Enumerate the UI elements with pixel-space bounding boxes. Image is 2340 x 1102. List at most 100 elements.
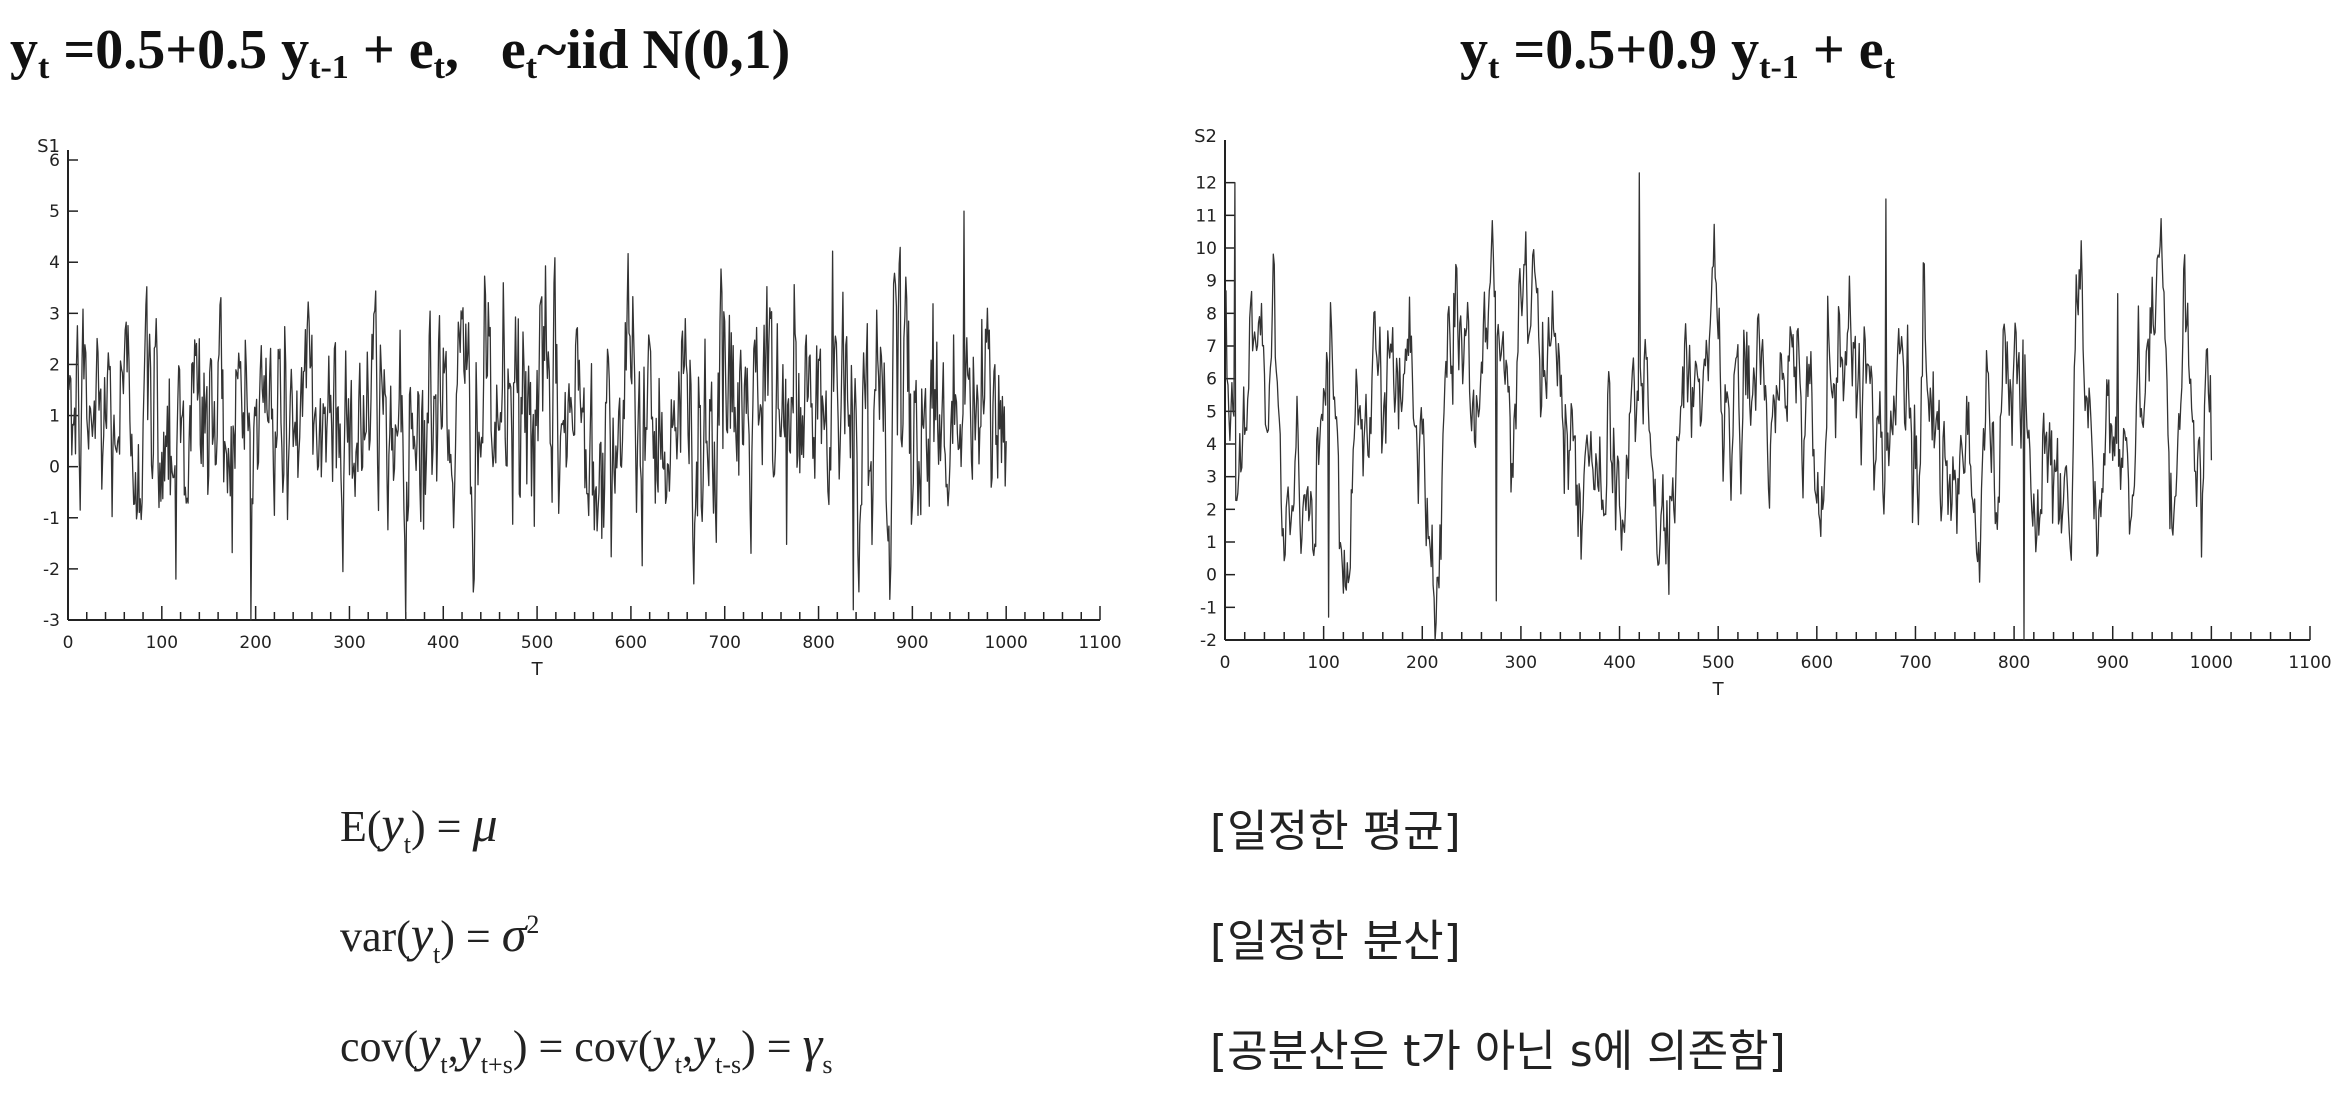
right-y-tick-label: -1 — [1200, 598, 1217, 618]
title-left-err2-sub: t — [525, 49, 538, 86]
title-right-coef: =0.5+0.9 y — [1499, 19, 1760, 81]
equation-mean: E(yt) = μ — [340, 795, 498, 860]
left-series-line — [68, 210, 1007, 621]
title-right-err-sub: t — [1883, 49, 1895, 86]
eq-cov-gamma: γ — [802, 1016, 823, 1072]
left-y-tick-label: 5 — [49, 202, 60, 222]
eq-var-sigma: σ — [501, 906, 527, 962]
right-x-tick-label: 300 — [1505, 653, 1537, 673]
right-chart-title: yt =0.5+0.9 yt-1 + et — [1460, 18, 1895, 87]
equation-covariance: cov(yt,yt+s) = cov(yt,yt-s) = γs — [340, 1015, 832, 1080]
right-series-line — [1225, 172, 2213, 641]
left-y-axis-label: S1 — [37, 136, 60, 157]
title-left-err2: , e — [444, 19, 526, 81]
title-left-dist: ~iid N(0,1) — [537, 19, 791, 81]
left-x-tick-label: 600 — [615, 633, 647, 653]
left-chart-title: yt =0.5+0.5 yt-1 + et, et~iid N(0,1) — [10, 18, 790, 87]
eq-var-eq: ) = — [440, 912, 502, 961]
eq-cov-gamma-sub: s — [822, 1050, 833, 1079]
left-x-tick-label: 1100 — [1078, 633, 1121, 653]
left-x-tick-label: 400 — [427, 633, 459, 653]
left-x-tick-label: 200 — [239, 633, 271, 653]
note-constant-mean: [일정한 평균] — [1210, 806, 1461, 857]
left-y-tick-label: -2 — [43, 560, 60, 580]
right-y-axis-label: S2 — [1194, 126, 1217, 147]
left-y-tick-label: 0 — [49, 458, 60, 478]
eq-cov-comma2: , — [681, 1022, 693, 1071]
left-y-tick-label: 4 — [49, 253, 60, 273]
right-x-tick-label: 700 — [1899, 653, 1931, 673]
right-x-tick-label: 900 — [2097, 653, 2129, 673]
right-x-tick-label: 1000 — [2190, 653, 2233, 673]
left-x-tick-label: 0 — [63, 633, 74, 653]
right-x-tick-label: 400 — [1603, 653, 1635, 673]
eq-mean-eq: ) = — [410, 802, 473, 851]
right-y-tick-label: 10 — [1195, 239, 1217, 259]
right-x-tick-label: 1100 — [2288, 653, 2331, 673]
right-y-tick-label: 11 — [1195, 206, 1217, 226]
right-y-tick-label: 0 — [1206, 566, 1217, 586]
title-right-y-sub: t — [1488, 49, 1500, 86]
right-x-tick-label: 100 — [1307, 653, 1339, 673]
right-y-tick-label: -2 — [1200, 631, 1217, 651]
eq-var-fn: var( — [340, 912, 411, 961]
eq-mean-var: y — [381, 796, 404, 852]
right-x-tick-label: 500 — [1702, 653, 1734, 673]
eq-cov-var4: y — [692, 1016, 716, 1072]
left-y-tick-label: 2 — [49, 355, 60, 375]
right-x-axis-label: T — [1712, 679, 1725, 700]
left-x-axis-label: T — [531, 659, 544, 680]
eq-mean-sub: t — [403, 830, 411, 859]
title-left-y-sub: t — [38, 49, 50, 86]
title-left-err-sub: t — [433, 49, 445, 86]
right-y-tick-label: 7 — [1206, 337, 1217, 357]
right-y-tick-label: 8 — [1206, 304, 1217, 324]
eq-var-var: y — [410, 906, 434, 962]
title-right-y: y — [1460, 19, 1488, 81]
left-y-tick-label: 3 — [49, 304, 60, 324]
eq-mean-fn: E( — [340, 802, 382, 851]
right-y-tick-label: 3 — [1206, 468, 1217, 488]
eq-cov-var1: y — [418, 1016, 441, 1072]
eq-var-sup: 2 — [526, 910, 540, 939]
right-x-tick-label: 200 — [1406, 653, 1438, 673]
right-y-tick-label: 12 — [1195, 174, 1217, 194]
eq-cov-comma1: , — [447, 1022, 459, 1071]
eq-cov-var3: y — [652, 1016, 675, 1072]
right-x-tick-label: 600 — [1801, 653, 1833, 673]
left-x-tick-label: 900 — [896, 633, 928, 653]
eq-cov-var2: y — [458, 1016, 481, 1072]
left-y-tick-label: -1 — [43, 509, 60, 529]
eq-cov-eq: ) = — [741, 1022, 803, 1071]
title-left-coef: =0.5+0.5 y — [49, 19, 310, 81]
eq-mean-mu: μ — [472, 796, 498, 852]
right-y-tick-label: 4 — [1206, 435, 1217, 455]
title-left-lag-sub: t-1 — [309, 49, 349, 86]
eq-cov-sub2: t+s — [480, 1050, 513, 1079]
left-x-tick-label: 500 — [521, 633, 553, 653]
left-y-tick-label: -3 — [43, 611, 60, 631]
left-x-tick-label: 700 — [709, 633, 741, 653]
title-right-lag-sub: t-1 — [1759, 49, 1799, 86]
title-left-err: + e — [348, 19, 434, 81]
note-covariance-dependence: [공분산은 t가 아닌 s에 의존함] — [1210, 1026, 1786, 1077]
left-y-tick-label: 1 — [49, 407, 60, 427]
right-y-tick-label: 2 — [1206, 500, 1217, 520]
eq-cov-sub1: t — [440, 1050, 448, 1079]
right-y-tick-label: 6 — [1206, 370, 1217, 390]
right-y-tick-label: 9 — [1206, 272, 1217, 292]
right-x-tick-label: 800 — [1998, 653, 2030, 673]
left-y-tick-label: 6 — [49, 151, 60, 171]
left-x-tick-label: 100 — [146, 633, 178, 653]
note-constant-variance: [일정한 분산] — [1210, 916, 1461, 967]
eq-cov-fn: cov( — [340, 1022, 419, 1071]
right-x-tick-label: 0 — [1220, 653, 1231, 673]
left-x-tick-label: 300 — [333, 633, 365, 653]
eq-cov-mid: ) = cov( — [512, 1022, 653, 1071]
title-left-y: y — [10, 19, 38, 81]
right-y-tick-label: 5 — [1206, 402, 1217, 422]
eq-cov-sub4: t-s — [715, 1050, 742, 1079]
equation-variance: var(yt) = σ2 — [340, 905, 539, 970]
eq-cov-sub3: t — [674, 1050, 682, 1079]
left-x-tick-label: 800 — [802, 633, 834, 653]
